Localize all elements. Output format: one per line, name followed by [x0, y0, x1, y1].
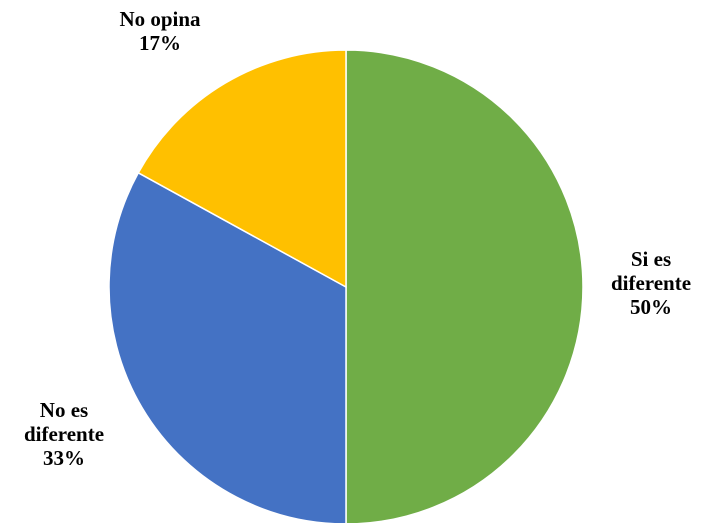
pie-labels: Si es diferente 50%No es diferente 33%No opi…	[24, 7, 691, 470]
slice-category-label: No es	[40, 398, 88, 422]
slice-category-label: diferente	[611, 271, 691, 295]
slice-label-2: No es diferente 33%	[24, 398, 104, 470]
pie-slice-2	[108, 171, 347, 523]
slice-percent-label: 50%	[630, 295, 672, 319]
pie-slices	[108, 49, 584, 523]
slice-percent-label: 33%	[43, 446, 85, 470]
slice-category-label: No opina	[119, 7, 201, 31]
slice-category-label: diferente	[24, 422, 104, 446]
pie-slice-3	[137, 49, 347, 289]
slice-label-3: No opina 17%	[119, 7, 201, 55]
slice-percent-label: 17%	[139, 31, 181, 55]
slice-category-label: Si es	[631, 247, 671, 271]
pie-slice-1	[345, 49, 584, 523]
slice-label-1: Si es diferente 50%	[611, 247, 691, 319]
